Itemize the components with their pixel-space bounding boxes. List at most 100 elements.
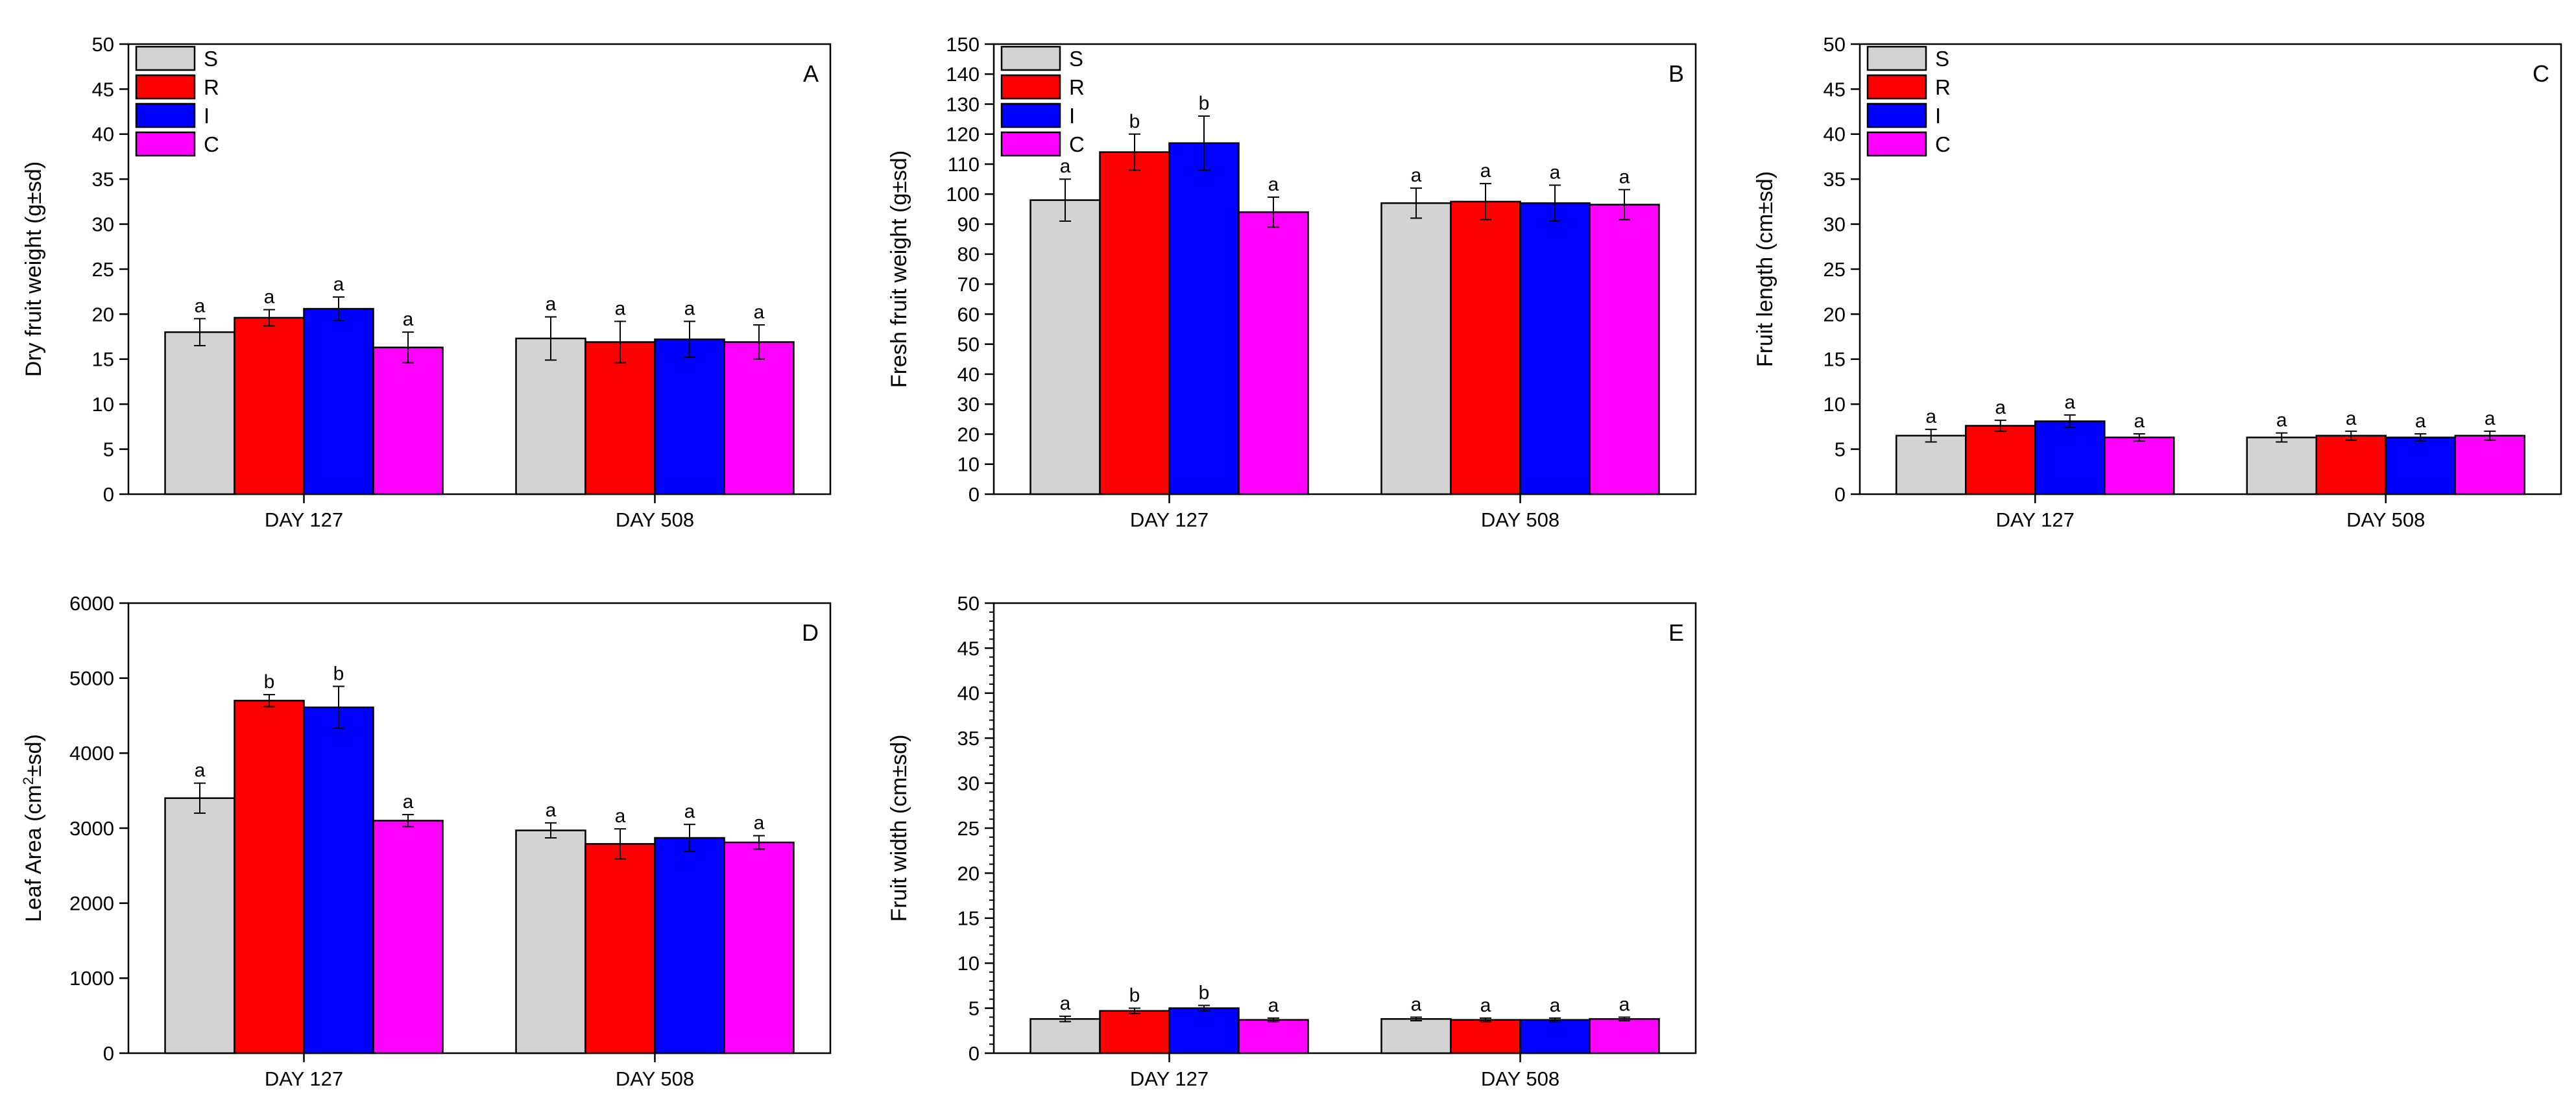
y-tick-label: 90 xyxy=(957,213,980,235)
panel-letter: B xyxy=(1668,60,1684,87)
y-axis-label: Leaf Area (cm2±sd) xyxy=(20,734,46,922)
significance-letter: a xyxy=(1268,995,1279,1016)
panel-letter: D xyxy=(802,619,819,646)
bar-r xyxy=(584,843,656,1054)
y-tick-label: 80 xyxy=(957,243,980,266)
legend-swatch-i xyxy=(1866,102,1927,128)
y-tick-label: 15 xyxy=(957,907,980,930)
significance-letter: a xyxy=(2064,392,2075,413)
y-tick-label: 45 xyxy=(1824,78,1846,101)
y-tick-label: 140 xyxy=(946,63,980,86)
legend-swatch-r xyxy=(1866,74,1927,100)
bar-i xyxy=(2385,436,2456,495)
legend-swatch-i xyxy=(1000,102,1061,128)
legend-label-r: R xyxy=(1935,75,1951,99)
significance-letter: a xyxy=(1411,165,1422,186)
panel-d: 0 1000 2000 3000 4000 5000 6000 Leaf Area (cm2±… xyxy=(20,592,832,1090)
y-tick-label: 0 xyxy=(1835,483,1846,506)
bar-i xyxy=(2034,420,2106,495)
legend-swatch-s xyxy=(1000,45,1061,71)
y-tick-label: 35 xyxy=(957,727,980,750)
bar-r xyxy=(234,700,305,1054)
panel-a: 0 5 10 15 20 25 30 35 40 45 50 Dry fruit weight (g±… xyxy=(21,33,832,531)
legend-swatch-c xyxy=(1000,131,1061,157)
significance-letter: a xyxy=(754,302,765,323)
y-tick-label: 5 xyxy=(1835,438,1846,460)
y-tick-label: 50 xyxy=(957,592,980,615)
significance-letter: a xyxy=(403,791,414,813)
legend-label-i: I xyxy=(1935,104,1941,128)
y-tick-label: 35 xyxy=(92,168,114,191)
legend-label-c: C xyxy=(204,132,219,156)
legend-swatch-r xyxy=(1000,74,1061,100)
legend-swatch-c xyxy=(135,131,196,157)
y-tick-label: 10 xyxy=(92,393,114,416)
significance-letter: a xyxy=(1060,156,1071,177)
panel-b: 0 10 20 30 40 50 60 70 80 90 100 110 120 130 140 150 Fre… xyxy=(887,33,1697,531)
significance-letter: a xyxy=(403,309,414,330)
significance-letter: a xyxy=(195,295,206,316)
y-tick-label: 0 xyxy=(969,483,980,506)
y-tick-label: 3000 xyxy=(69,817,114,840)
significance-letter: a xyxy=(546,294,557,315)
bar-i xyxy=(654,837,725,1054)
significance-letter: a xyxy=(195,760,206,781)
x-tick-label: DAY 508 xyxy=(616,508,694,531)
panel-e: 0 5 10 15 20 25 30 35 40 45 50 Fruit width (cm±sd) D… xyxy=(887,592,1697,1090)
y-tick-label: 20 xyxy=(957,862,980,885)
bar-c xyxy=(1238,211,1309,495)
significance-letter: b xyxy=(1129,111,1140,132)
bar-s xyxy=(164,331,235,495)
y-tick-label: 120 xyxy=(946,123,980,146)
significance-letter: a xyxy=(333,274,344,295)
x-tick-label: DAY 127 xyxy=(265,1067,343,1090)
y-tick-label: 10 xyxy=(957,952,980,975)
significance-letter: b xyxy=(333,663,344,684)
legend-label-c: C xyxy=(1935,132,1951,156)
x-tick-label: DAY 508 xyxy=(616,1067,694,1090)
x-tick-label: DAY 508 xyxy=(2346,508,2425,531)
y-tick-label: 20 xyxy=(92,303,114,326)
bar-r xyxy=(1450,1019,1521,1054)
y-tick-label: 45 xyxy=(957,637,980,660)
y-tick-label: 2000 xyxy=(69,892,114,915)
significance-letter: a xyxy=(684,298,695,320)
significance-letter: b xyxy=(1199,982,1210,1003)
bar-r xyxy=(1099,151,1170,495)
significance-letter: a xyxy=(1995,397,2006,418)
y-tick-label: 30 xyxy=(957,393,980,416)
bar-c xyxy=(372,820,444,1054)
y-tick-label: 50 xyxy=(1824,33,1846,56)
plot-frame xyxy=(993,43,1697,495)
significance-letter: a xyxy=(1268,174,1279,195)
x-tick-label: DAY 508 xyxy=(1481,1067,1559,1090)
legend-label-s: S xyxy=(1935,47,1949,71)
legend-swatch-i xyxy=(135,102,196,128)
bar-s xyxy=(515,829,586,1054)
y-axis-label: Fruit length (cm±sd) xyxy=(1753,171,1777,367)
legend-swatch-s xyxy=(135,45,196,71)
y-tick-label: 45 xyxy=(92,78,114,101)
bar-i xyxy=(1519,1019,1591,1054)
plot-frame xyxy=(993,602,1697,1054)
bar-c xyxy=(723,841,795,1054)
bar-s xyxy=(515,337,586,495)
legend-label-r: R xyxy=(1069,75,1085,99)
y-axis-label: Dry fruit weight (g±sd) xyxy=(21,161,46,377)
significance-letter: a xyxy=(2415,411,2426,432)
y-tick-label: 30 xyxy=(92,213,114,235)
significance-letter: a xyxy=(684,801,695,822)
y-tick-label: 20 xyxy=(1824,303,1846,326)
bar-i xyxy=(303,706,374,1054)
y-tick-label: 100 xyxy=(946,183,980,206)
significance-letter: a xyxy=(1060,993,1071,1014)
legend-label-i: I xyxy=(204,104,210,128)
y-tick-label: 40 xyxy=(92,123,114,146)
significance-letter: a xyxy=(2346,408,2357,429)
x-tick-label: DAY 127 xyxy=(1130,1067,1209,1090)
significance-letter: a xyxy=(615,805,626,827)
significance-letter: b xyxy=(1129,985,1140,1006)
bar-r xyxy=(1965,425,2036,495)
bar-c xyxy=(723,341,795,495)
